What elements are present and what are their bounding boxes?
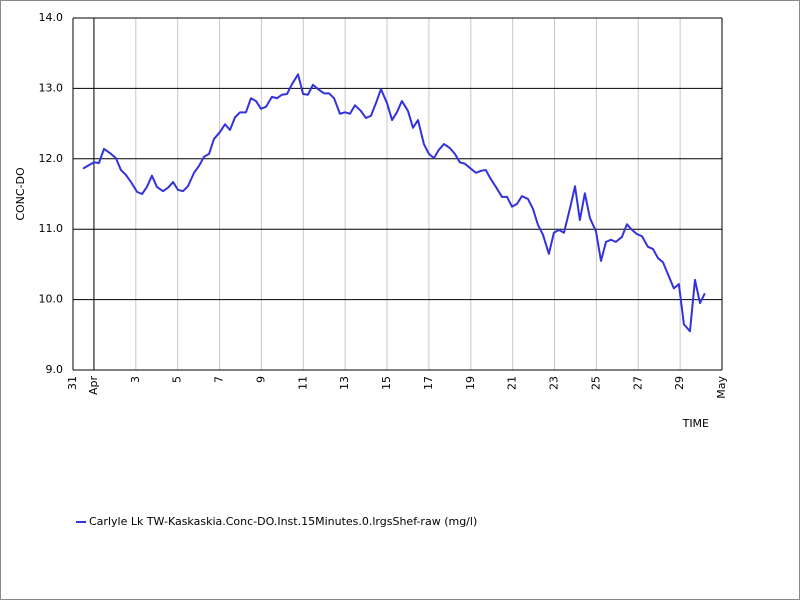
- x-tick-label: 19: [464, 376, 477, 390]
- x-tick-label: 27: [631, 376, 644, 390]
- y-axis-label: CONC-DO: [14, 167, 27, 221]
- x-tick-label: 11: [296, 376, 309, 390]
- y-tick-label: 12.0: [39, 152, 64, 165]
- y-tick-label: 10.0: [39, 293, 64, 306]
- x-tick-label: 5: [171, 376, 184, 383]
- x-tick-label: 23: [548, 376, 561, 390]
- x-tick-label: May: [715, 376, 728, 399]
- x-tick-label: 9: [254, 376, 267, 383]
- data-line: [82, 73, 706, 333]
- x-tick-label: 15: [380, 376, 393, 390]
- x-axis-label: TIME: [682, 417, 709, 430]
- y-tick-label: 9.0: [46, 363, 64, 376]
- x-tick-label: 21: [506, 376, 519, 390]
- y-tick-label: 13.0: [39, 81, 64, 94]
- x-tick-label: 31: [66, 376, 79, 390]
- y-tick-label: 11.0: [39, 222, 64, 235]
- x-tick-label: Apr: [87, 376, 100, 396]
- legend-label: Carlyle Lk TW-Kaskaskia.Conc-DO.Inst.15M…: [89, 515, 477, 528]
- x-tick-label: 17: [422, 376, 435, 390]
- x-tick-label: 13: [338, 376, 351, 390]
- x-tick-label: 25: [589, 376, 602, 390]
- x-tick-label: 29: [673, 376, 686, 390]
- x-tick-label: 7: [213, 376, 226, 383]
- x-tick-label: 3: [129, 376, 142, 383]
- y-tick-label: 14.0: [39, 11, 64, 24]
